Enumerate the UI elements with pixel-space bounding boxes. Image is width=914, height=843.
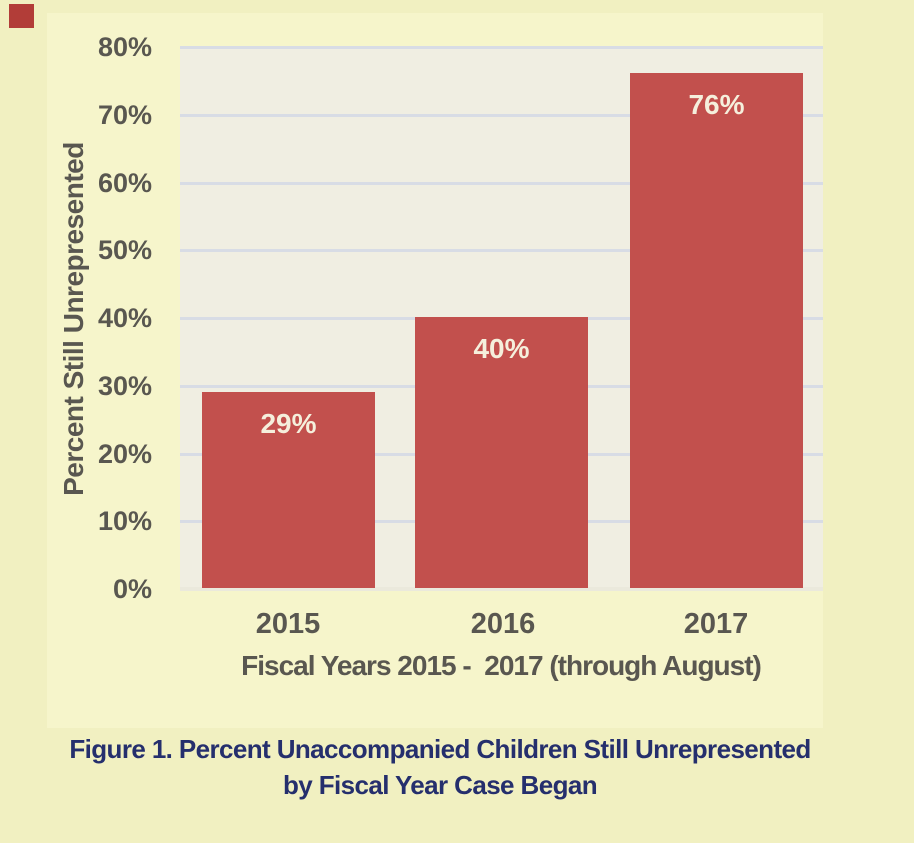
x-tick-label-2016: 2016 bbox=[470, 608, 536, 640]
gridline-80 bbox=[180, 46, 823, 49]
bar-2015: 29% bbox=[202, 392, 375, 588]
y-tick-label-0: 0% bbox=[112, 574, 152, 604]
gridline-70 bbox=[180, 114, 823, 117]
figure-caption-line2: by Fiscal Year Case Began bbox=[282, 770, 598, 800]
y-tick-label-70: 70% bbox=[97, 100, 152, 130]
y-tick-label-30: 30% bbox=[97, 371, 152, 401]
y-tick-label-20: 20% bbox=[97, 439, 152, 469]
x-tick-label-2017: 2017 bbox=[683, 608, 749, 640]
x-axis-baseline bbox=[180, 587, 823, 591]
y-tick-label-80: 80% bbox=[97, 32, 152, 62]
figure-caption-line1: Figure 1. Percent Unaccompanied Children… bbox=[69, 734, 811, 764]
bar-value-label-2017: 76% bbox=[688, 89, 745, 120]
bar-chart-figure: Percent Still Unrepresented 29% 40% 76% Fi… bbox=[47, 13, 823, 728]
bar-2016: 40% bbox=[415, 317, 588, 588]
bar-value-label-2015: 29% bbox=[260, 408, 317, 439]
plot-area: 29% 40% 76% bbox=[180, 46, 823, 591]
y-tick-label-50: 50% bbox=[97, 235, 152, 265]
y-tick-label-60: 60% bbox=[97, 168, 152, 198]
gridline-50 bbox=[180, 249, 823, 252]
gridline-60 bbox=[180, 182, 823, 185]
bar-2017: 76% bbox=[630, 73, 803, 588]
x-tick-label-2015: 2015 bbox=[255, 608, 321, 640]
figure-caption: Figure 1. Percent Unaccompanied Children… bbox=[0, 731, 880, 803]
y-tick-label-10: 10% bbox=[97, 506, 152, 536]
red-square-bullet-icon bbox=[9, 4, 34, 28]
x-axis-title: Fiscal Years 2015 - 2017 (through August… bbox=[241, 650, 762, 681]
y-tick-label-40: 40% bbox=[97, 303, 152, 333]
bar-value-label-2016: 40% bbox=[473, 333, 530, 364]
